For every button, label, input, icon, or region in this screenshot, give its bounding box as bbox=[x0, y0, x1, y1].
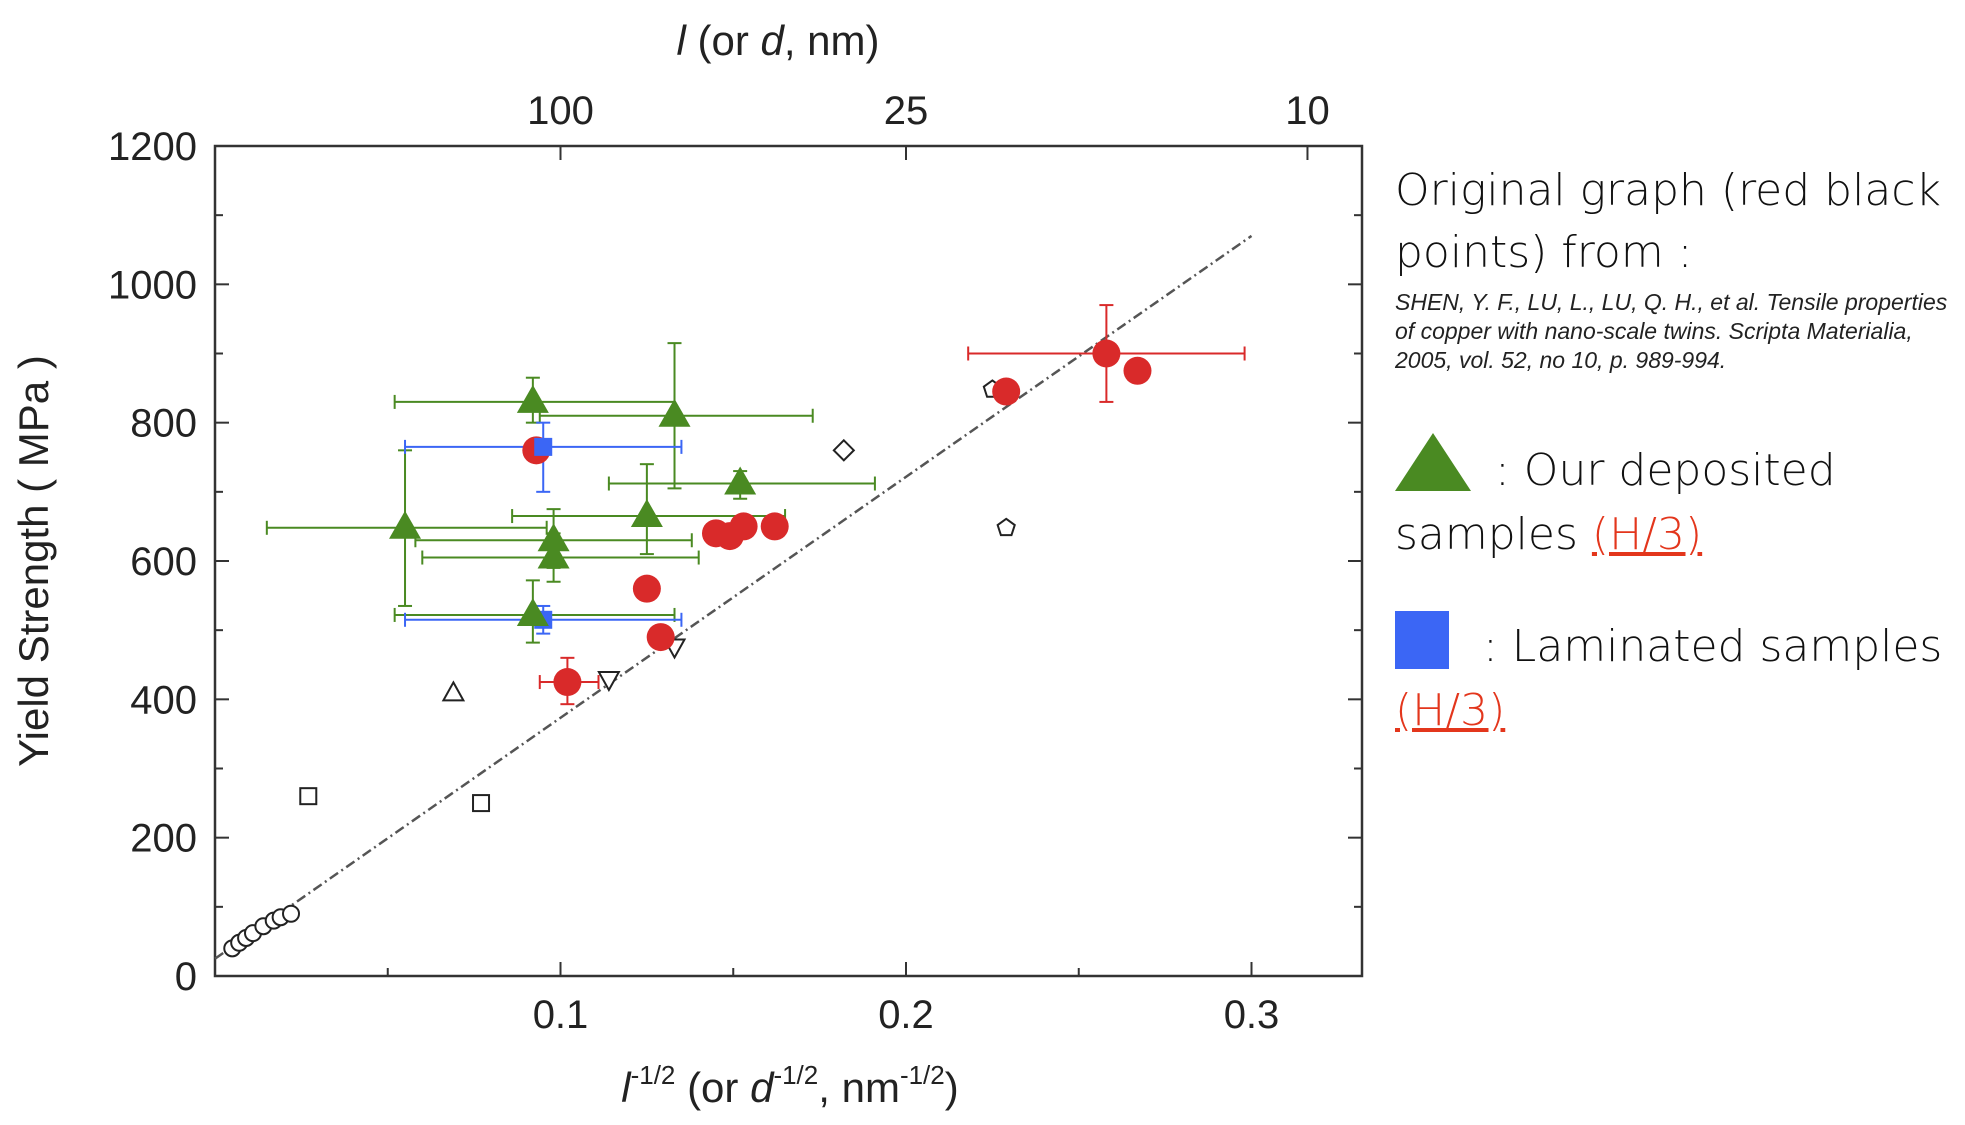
green-triangle-point bbox=[537, 523, 570, 552]
open-square-point bbox=[299, 787, 318, 806]
green-triangle-point bbox=[724, 466, 757, 495]
annotation-panel: Original graph (red black points) from :… bbox=[1395, 160, 1955, 743]
red-circle-point bbox=[992, 377, 1021, 406]
y-tick-label: 1000 bbox=[108, 263, 197, 307]
top-tick-label: 10 bbox=[1285, 89, 1330, 133]
red-circle-point bbox=[729, 512, 758, 541]
axis-ticks bbox=[215, 145, 1362, 977]
x-axis-title-d: d bbox=[750, 1064, 775, 1111]
x-axis-title-mid: (or bbox=[675, 1064, 750, 1111]
y-tick-label: 800 bbox=[130, 402, 197, 446]
green-triangle-point bbox=[389, 510, 422, 539]
green-triangle-point bbox=[658, 398, 691, 427]
x-tick-label: 0.1 bbox=[533, 993, 589, 1037]
top-axis-title: l (or d, nm) bbox=[676, 17, 879, 64]
plot-frame bbox=[213, 144, 1364, 978]
source-note-title: Original graph (red black points) from : bbox=[1395, 165, 1941, 278]
open-triangle-down-point bbox=[597, 670, 621, 693]
y-tick-label: 200 bbox=[130, 817, 197, 861]
legend-deposited-text: : Our deposited samples bbox=[1395, 445, 1836, 560]
red-circle-point bbox=[646, 623, 675, 652]
y-tick-label: 1200 bbox=[108, 125, 197, 169]
red-circle-point bbox=[1123, 356, 1152, 385]
y-tick-label: 0 bbox=[175, 955, 197, 999]
x-tick-label: 0.3 bbox=[1224, 993, 1280, 1037]
green-triangle-point bbox=[516, 597, 549, 626]
x-axis-title-unit: , nm bbox=[818, 1064, 900, 1111]
y-tick-label: 400 bbox=[130, 678, 197, 722]
top-tick-label: 100 bbox=[527, 89, 594, 133]
legend-item-deposited: : Our deposited samples (H/3) bbox=[1395, 433, 1955, 567]
red-circle-point bbox=[760, 512, 789, 541]
legend-deposited-link[interactable]: (H/3) bbox=[1591, 509, 1703, 560]
legend-laminated-link[interactable]: (H/3) bbox=[1395, 685, 1506, 736]
top-tick-label: 25 bbox=[884, 89, 929, 133]
x-axis-title-exp2: -1/2 bbox=[773, 1060, 818, 1090]
open-triangle-point bbox=[441, 680, 466, 702]
open-diamond-point bbox=[832, 438, 856, 462]
legend-item-laminated: : Laminated samples (H/3) bbox=[1395, 611, 1955, 743]
open-square-point bbox=[472, 794, 491, 813]
blue-square-icon bbox=[1395, 611, 1449, 669]
top-axis-title-l: l bbox=[676, 17, 687, 64]
red-circle-point bbox=[553, 668, 582, 697]
tick-labels: 0 200 400 600 800 1000 1200 0.1 0.2 0.3 100 25 10 bbox=[108, 89, 1330, 1037]
data-markers bbox=[223, 339, 1152, 958]
open-circle-point bbox=[282, 904, 301, 923]
green-triangle-point bbox=[516, 384, 549, 413]
top-axis-title-mid: (or bbox=[686, 17, 761, 64]
y-tick-label: 600 bbox=[130, 540, 197, 584]
x-axis-title-exp3: -1/2 bbox=[900, 1060, 945, 1090]
green-triangle-point bbox=[537, 540, 570, 569]
x-axis-title-exp1: -1/2 bbox=[631, 1060, 676, 1090]
source-citation: SHEN, Y. F., LU, L., LU, Q. H., et al. T… bbox=[1395, 289, 1948, 373]
red-circle-point bbox=[1092, 339, 1121, 368]
y-axis-title: Yield Strength ( MPa ) bbox=[10, 355, 57, 767]
red-circle-point bbox=[632, 574, 661, 603]
top-axis-title-end: , nm) bbox=[784, 17, 880, 64]
legend-laminated-text: : Laminated samples bbox=[1483, 621, 1943, 672]
green-triangle-icon bbox=[1395, 433, 1471, 491]
open-pentagon-point bbox=[996, 517, 1016, 537]
x-tick-label: 0.2 bbox=[878, 993, 934, 1037]
x-axis-title-l: l bbox=[621, 1064, 632, 1111]
x-axis-title: l-1/2 (or d-1/2, nm-1/2) bbox=[621, 1060, 959, 1111]
blue-square-point bbox=[534, 437, 553, 456]
error-bars bbox=[265, 304, 1246, 706]
top-axis-title-d: d bbox=[760, 17, 785, 64]
green-triangle-point bbox=[630, 499, 663, 528]
x-axis-title-end: ) bbox=[945, 1064, 959, 1111]
